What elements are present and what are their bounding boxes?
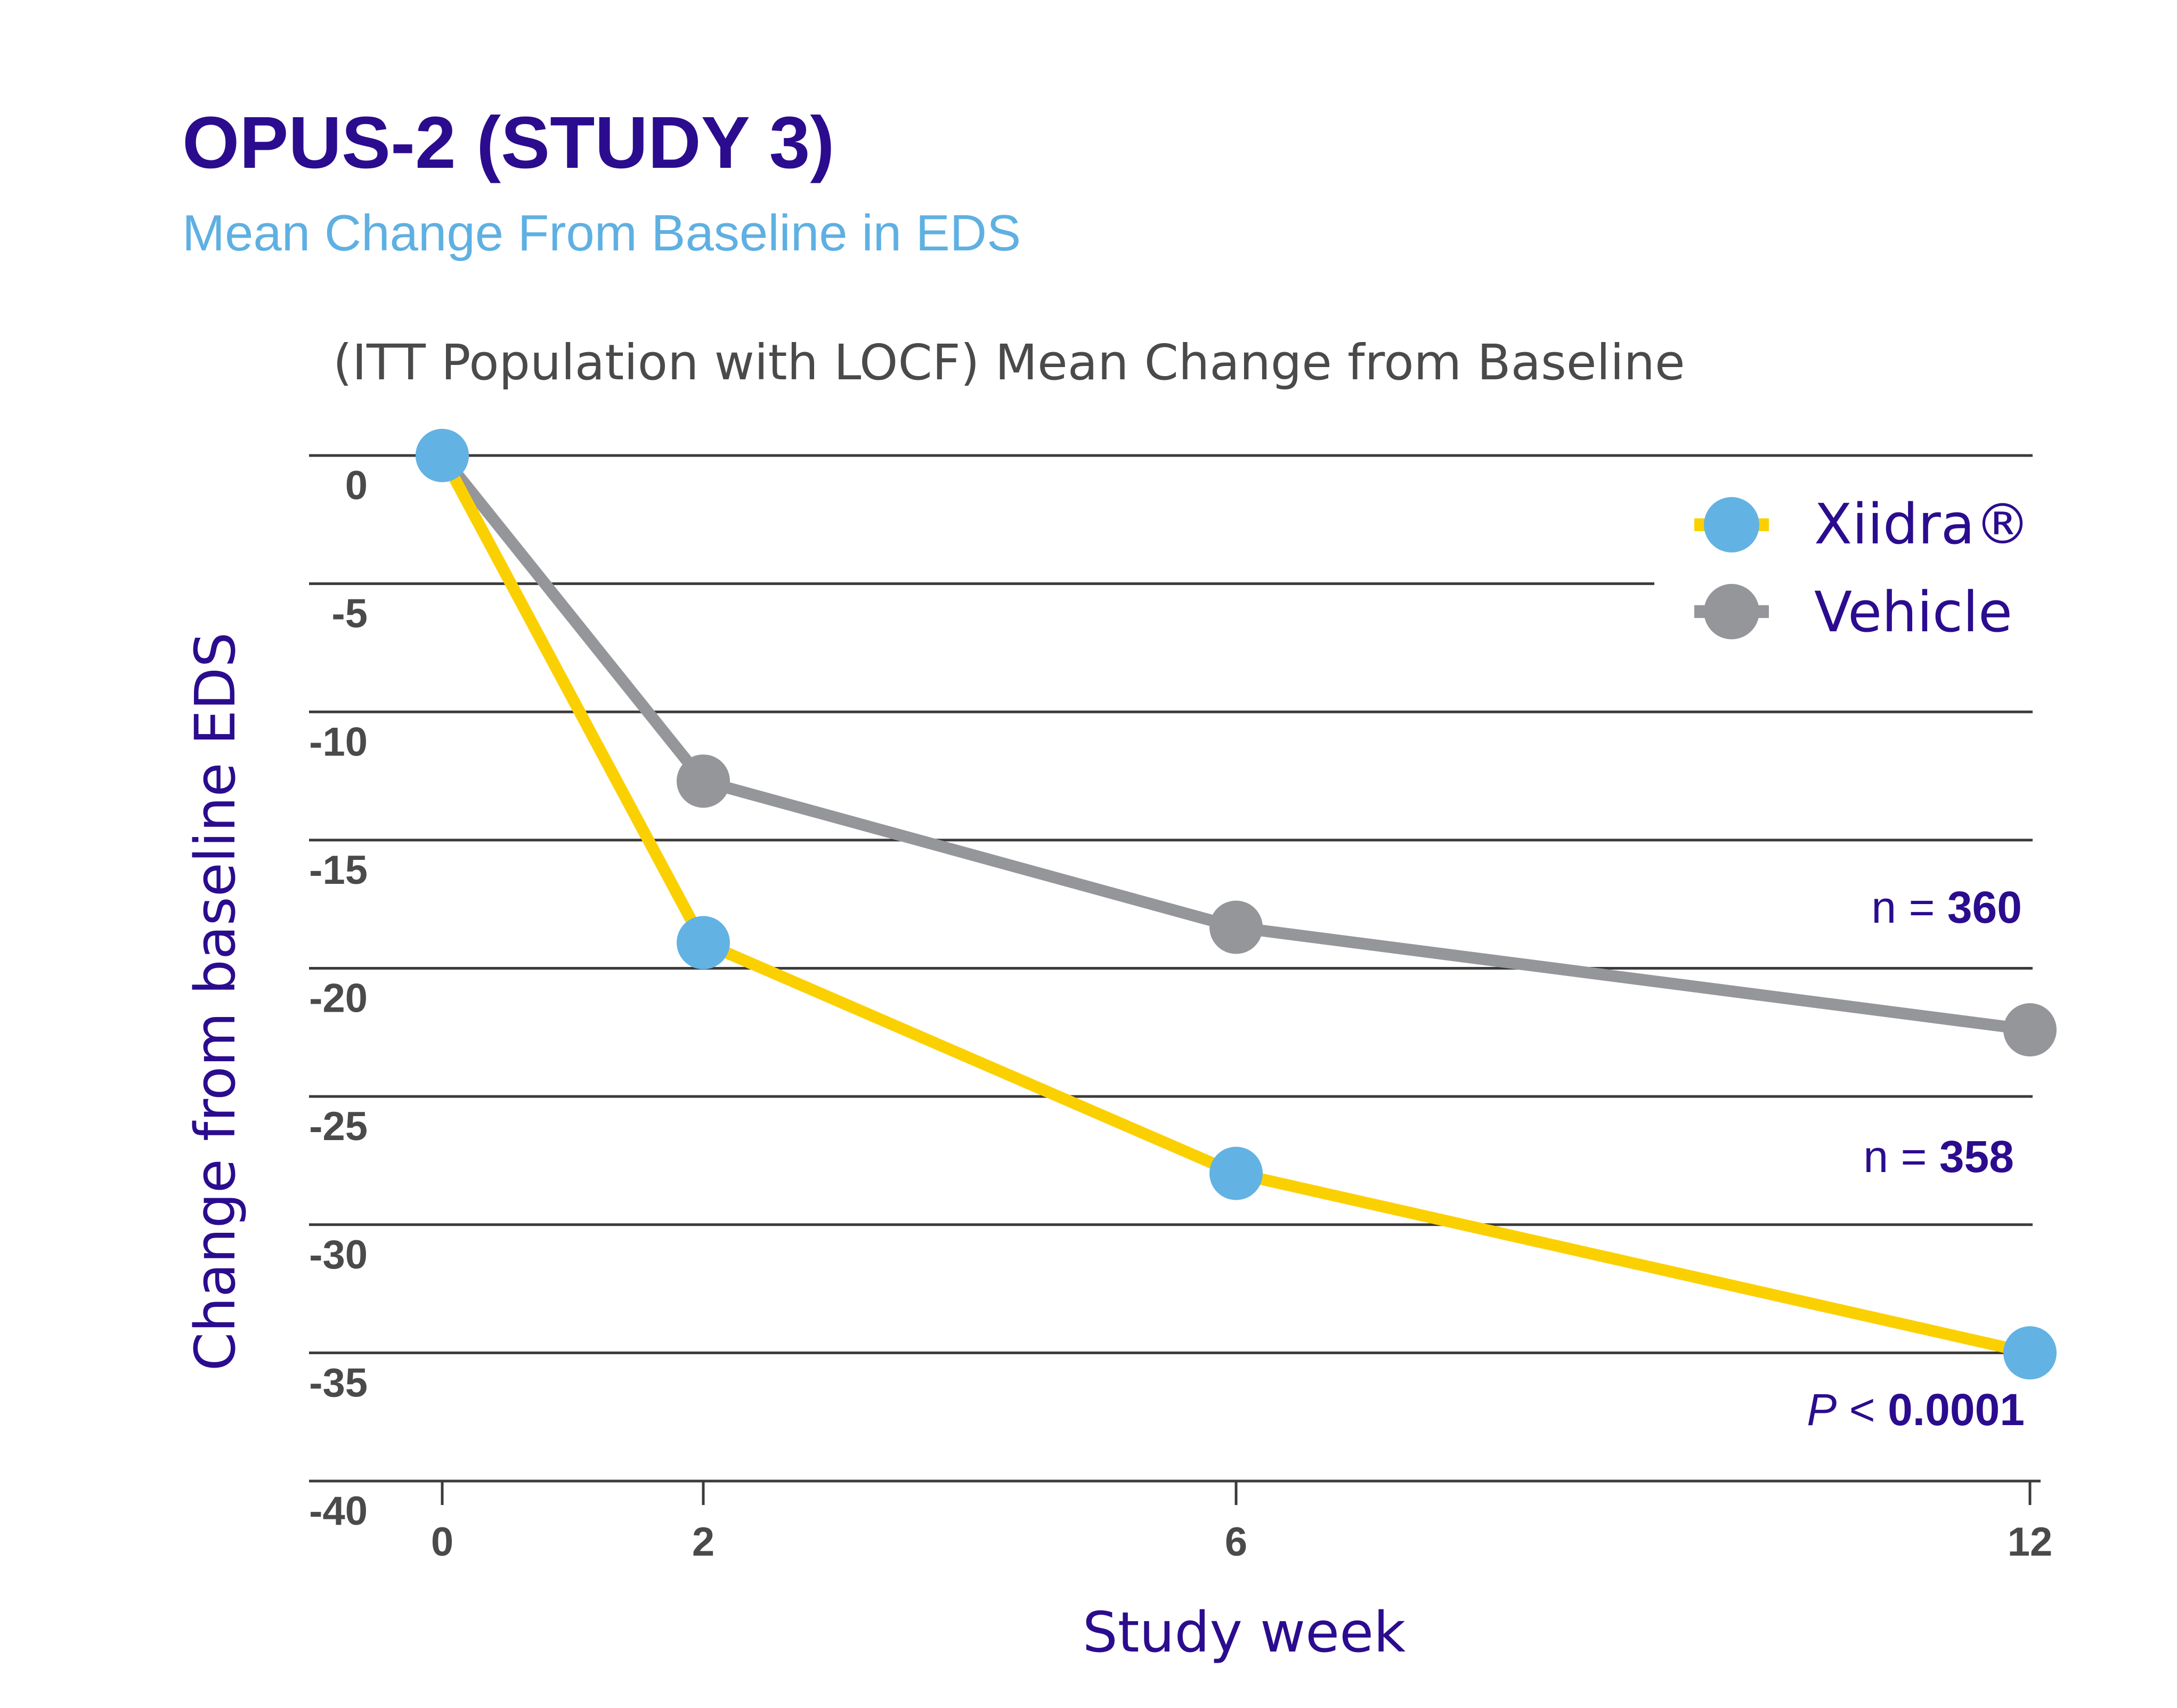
series-line-vehicle (436, 450, 2036, 1036)
vehicle-n-value: 360 (1947, 882, 2022, 932)
p-value-annotation: P < 0.0001 (1807, 1385, 2025, 1435)
y-tick-label: -10 (309, 719, 368, 764)
xiidra-n-annotation: n = 358 (1863, 1132, 2014, 1182)
vehicle-n-annotation: n = 360 (1871, 882, 2022, 932)
p-value-operator: < (1849, 1385, 1875, 1435)
series (416, 429, 2057, 1380)
legend-vehicle-label: Vehicle (1814, 580, 2012, 645)
y-tick-label: -35 (309, 1360, 368, 1405)
legend-xiidra-label: Xiidra® (1814, 492, 2030, 557)
gridlines (309, 454, 2041, 1483)
data-point-vehicle (2003, 1003, 2057, 1056)
y-tick-label: 0 (345, 463, 368, 508)
data-point-xiidra (677, 916, 730, 970)
data-point-vehicle (1209, 900, 1263, 954)
x-ticks: 0 2 6 12 (431, 1481, 2052, 1565)
data-point-xiidra (2003, 1326, 2057, 1380)
legend-xiidra-marker (1704, 497, 1759, 552)
chart-title: (ITT Population with LOCF) Mean Change f… (333, 334, 1685, 391)
y-tick-label: -30 (309, 1232, 368, 1278)
x-tick-label: 2 (692, 1519, 714, 1565)
page-title: OPUS-2 (STUDY 3) (182, 102, 834, 184)
x-tick-label: 0 (431, 1519, 453, 1565)
data-point-xiidra (416, 429, 469, 482)
data-point-xiidra (1209, 1146, 1263, 1200)
legend-vehicle-marker (1704, 584, 1759, 639)
y-axis-label: Change from baseline EDS (183, 632, 248, 1371)
xiidra-n-value: 358 (1939, 1132, 2014, 1182)
y-tick-labels: 0 -5 -10 -15 -20 -25 -30 -35 -40 (309, 463, 368, 1534)
data-point-vehicle (677, 754, 730, 808)
y-tick-label: -5 (331, 591, 368, 637)
y-tick-label: -40 (309, 1489, 368, 1534)
y-tick-label: -15 (309, 848, 368, 893)
x-tick-label: 6 (1225, 1519, 1247, 1565)
p-value-number: 0.0001 (1888, 1385, 2025, 1435)
xiidra-n-prefix: n = (1863, 1132, 1927, 1182)
x-tick-label: 12 (2008, 1519, 2053, 1565)
p-value-italic: P (1807, 1385, 1837, 1435)
vehicle-n-prefix: n = (1871, 882, 1935, 932)
series-line-xiidra (436, 450, 2036, 1359)
legend-item-vehicle: Vehicle (1694, 580, 2012, 645)
legend-item-xiidra: Xiidra® (1694, 492, 2030, 557)
legend: Xiidra® Vehicle (1694, 492, 2030, 645)
x-axis-label: Study week (1083, 1600, 1406, 1665)
y-tick-label: -20 (309, 976, 368, 1021)
page-subtitle: Mean Change From Baseline in EDS (182, 205, 1021, 262)
y-tick-label: -25 (309, 1104, 368, 1149)
